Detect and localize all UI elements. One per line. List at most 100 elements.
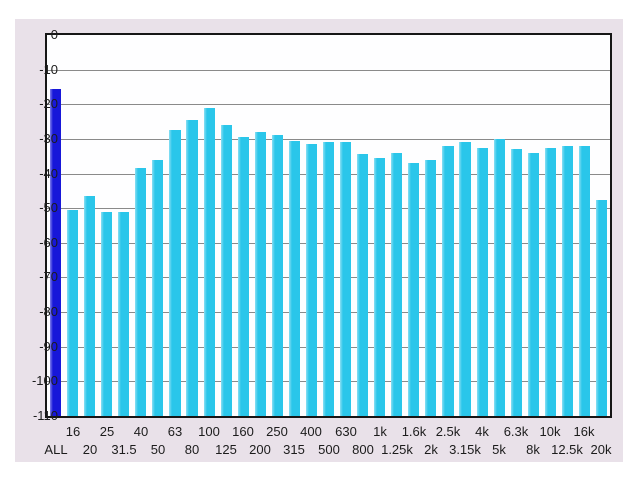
- bar-slot-10k: [542, 35, 559, 416]
- x-axis-label-2k: 2k: [424, 442, 438, 457]
- spectrum-bar-16k: [578, 145, 590, 416]
- spectrum-bar-6.3k: [510, 149, 522, 416]
- bar-slot-630: [337, 35, 354, 416]
- grid-line-10: [47, 70, 610, 71]
- bars-container: [47, 35, 610, 416]
- x-axis-label-800: 800: [352, 442, 374, 457]
- spectrum-bar-500: [322, 142, 335, 416]
- bar-slot-80: [184, 35, 201, 416]
- spectrum-bar-2.5k: [442, 145, 454, 416]
- bar-slot-12.5k: [559, 35, 576, 416]
- x-axis-label-200: 200: [249, 442, 271, 457]
- bar-slot-160: [235, 35, 252, 416]
- spectrum-bar-63: [169, 130, 181, 416]
- x-axis-label-3.15k: 3.15k: [449, 442, 481, 457]
- spectrum-bar-1.6k: [408, 163, 420, 416]
- bar-slot-16k: [576, 35, 593, 416]
- x-axis-label-160: 160: [232, 424, 254, 439]
- y-axis-label--70: -70: [39, 269, 58, 284]
- spectrum-bar-1k: [374, 157, 386, 416]
- bar-slot-40: [132, 35, 149, 416]
- bar-slot-20k: [593, 35, 610, 416]
- bar-slot-1k: [371, 35, 388, 416]
- y-axis-label--110: -110: [32, 408, 58, 423]
- spectrum-bar-20: [84, 196, 96, 416]
- grid-line-20: [47, 104, 610, 105]
- x-axis-label-20: 20: [82, 442, 98, 457]
- bar-slot-250: [269, 35, 286, 416]
- spectrum-bar-200: [254, 131, 266, 416]
- bar-slot-2k: [422, 35, 439, 416]
- y-axis-label--50: -50: [39, 200, 58, 215]
- spectrum-bar-125: [220, 125, 232, 416]
- bar-slot-8k: [525, 35, 542, 416]
- bar-slot-400: [303, 35, 320, 416]
- x-axis-label-ALL: ALL: [44, 442, 68, 457]
- spectrum-bar-ALL: [49, 88, 62, 416]
- x-axis-label-315: 315: [283, 442, 305, 457]
- x-axis-label-1.25k: 1.25k: [381, 442, 413, 457]
- x-axis-label-40: 40: [133, 424, 149, 439]
- x-axis-label-10k: 10k: [539, 424, 561, 439]
- x-axis-label-80: 80: [184, 442, 200, 457]
- spectrum-bar-10k: [544, 147, 556, 416]
- x-axis-label-400: 400: [300, 424, 322, 439]
- spectrum-bar-40: [135, 168, 147, 416]
- spectrum-bar-5k: [493, 138, 505, 416]
- y-axis-label--100: -100: [31, 373, 58, 388]
- spectrum-bar-100: [203, 107, 215, 416]
- y-axis-label--80: -80: [39, 304, 58, 319]
- x-axis-label-1.6k: 1.6k: [401, 424, 427, 439]
- spectrum-bar-3.15k: [459, 142, 471, 416]
- x-axis-label-63: 63: [167, 424, 183, 439]
- x-axis-label-8k: 8k: [526, 442, 540, 457]
- y-axis-label--30: -30: [39, 131, 58, 146]
- x-axis-label-5k: 5k: [492, 442, 506, 457]
- x-axis-label-20k: 20k: [590, 442, 612, 457]
- spectrum-bar-315: [288, 140, 300, 416]
- x-axis-label-1k: 1k: [373, 424, 387, 439]
- spectrum-bar-8k: [527, 152, 539, 416]
- bar-slot-6.3k: [508, 35, 525, 416]
- x-axis-label-100: 100: [198, 424, 220, 439]
- x-axis-label-16k: 16k: [573, 424, 595, 439]
- x-axis-label-4k: 4k: [475, 424, 489, 439]
- x-axis-label-125: 125: [215, 442, 237, 457]
- y-axis-label-0: 0: [50, 27, 58, 42]
- bar-slot-25: [98, 35, 115, 416]
- bar-slot-100: [201, 35, 218, 416]
- bar-slot-5k: [491, 35, 508, 416]
- y-axis-label--20: -20: [39, 96, 58, 111]
- bar-slot-ALL: [47, 35, 64, 416]
- bar-slot-63: [166, 35, 183, 416]
- bar-slot-1.6k: [405, 35, 422, 416]
- bar-slot-3.15k: [457, 35, 474, 416]
- x-axis-label-25: 25: [99, 424, 115, 439]
- x-axis-label-16: 16: [65, 424, 81, 439]
- spectrum-bar-2k: [425, 159, 437, 416]
- y-axis-label--40: -40: [39, 166, 58, 181]
- x-axis-label-31.5: 31.5: [111, 442, 137, 457]
- spectrum-bar-1.25k: [391, 152, 403, 416]
- bar-slot-31.5: [115, 35, 132, 416]
- spectrum-bar-25: [101, 211, 113, 416]
- spectrum-bar-160: [237, 137, 249, 416]
- bar-slot-4k: [474, 35, 491, 416]
- bar-slot-315: [286, 35, 303, 416]
- spectrum-bar-400: [305, 144, 317, 416]
- y-axis-label--90: -90: [39, 339, 58, 354]
- spectrum-bar-12.5k: [561, 145, 573, 416]
- spectrum-bar-250: [271, 135, 283, 416]
- plot-area: [45, 33, 612, 418]
- x-axis-label-630: 630: [335, 424, 357, 439]
- spectrum-bar-630: [340, 142, 352, 416]
- spectrum-bar-80: [186, 119, 198, 416]
- bar-slot-200: [252, 35, 269, 416]
- x-axis-label-6.3k: 6.3k: [503, 424, 529, 439]
- spectrum-bar-50: [152, 159, 164, 416]
- x-axis-label-250: 250: [266, 424, 288, 439]
- spectrum-bar-16: [67, 209, 79, 416]
- bar-slot-16: [64, 35, 81, 416]
- grid-line-30: [47, 139, 610, 140]
- bar-slot-50: [149, 35, 166, 416]
